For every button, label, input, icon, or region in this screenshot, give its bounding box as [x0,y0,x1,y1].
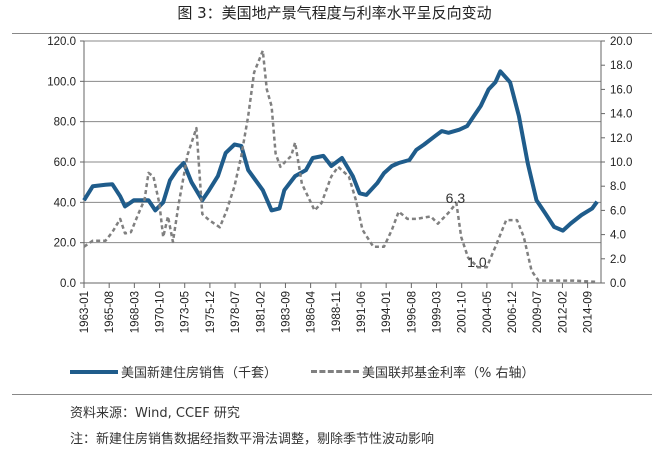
x-tick-label: 1994-01 [381,291,393,333]
x-tick-label: 1970-10 [155,291,167,333]
x-tick-label: 2014-09 [583,291,595,333]
legend-label: 美国新建住房销售（千套） [121,366,278,381]
y-left-tick-label: 60.0 [54,157,76,169]
y-right-tick-label: 10.0 [610,157,632,169]
x-tick-label: 1965-08 [104,291,116,333]
y-right-tick-label: 20.0 [610,36,632,48]
y-left-tick-label: 0.0 [60,278,76,290]
legend-label: 美国联邦基金利率（% 右轴） [362,366,535,381]
y-right-tick-label: 12.0 [610,133,632,145]
legend-item-rate: 美国联邦基金利率（% 右轴） [311,362,535,381]
top-divider [12,33,652,34]
y-right-tick-label: 0.0 [610,278,626,290]
x-tick-label: 2012-02 [557,291,569,333]
x-tick-label: 2001-10 [457,291,469,333]
legend-swatch-solid [70,369,118,374]
y-right-tick-label: 14.0 [610,109,632,121]
x-tick-label: 1975-12 [205,291,217,333]
y-right-tick-label: 16.0 [610,84,632,96]
sales-series-line [82,69,599,233]
x-tick-label: 1996-08 [406,291,418,333]
x-tick-label: 1991-06 [356,291,368,333]
y-right-tick-label: 8.0 [610,181,626,193]
x-tick-label: 1973-05 [180,291,192,333]
x-tick-label: 2009-07 [532,291,544,333]
x-tick-label: 2004-05 [482,291,494,333]
x-tick-label: 2006-12 [507,291,519,333]
x-tick-label: 1963-01 [79,291,91,333]
x-tick-label: 1968-03 [129,291,141,333]
y-right-tick-label: 2.0 [610,254,626,266]
x-tick-label: 1999-03 [432,291,444,333]
x-tick-label: 1983-09 [280,291,292,333]
x-tick-label: 1986-04 [306,290,318,333]
y-right-tick-label: 4.0 [610,230,626,242]
x-tick-label: 1988-11 [331,291,343,332]
rate-series-line [83,49,596,284]
footnote: 注：新建住房销售数据经指数平滑法调整，剔除季节性波动影响 [70,432,435,447]
data-annotation: 6.3 [446,190,466,206]
y-left-tick-label: 100.0 [47,76,76,88]
x-tick-label: 1978-07 [230,291,242,333]
chart-title: 图 3：美国地产景气程度与利率水平呈反向变动 [177,4,492,22]
x-tick-label: 1981-02 [255,291,267,333]
legend-item-sales: 美国新建住房销售（千套） [70,362,277,381]
y-left-tick-label: 120.0 [47,36,76,48]
y-right-tick-label: 18.0 [610,60,632,72]
legend-swatch-dashed [311,370,360,373]
y-left-tick-label: 40.0 [54,197,76,209]
source-note: 资料来源：Wind, CCEF 研究 [70,406,240,421]
y-left-tick-label: 20.0 [54,238,76,250]
y-left-tick-label: 80.0 [54,117,76,129]
y-right-tick-label: 6.0 [610,205,626,217]
legend: 美国新建住房销售（千套） 美国联邦基金利率（% 右轴） [70,362,569,381]
data-annotation: 1.0 [467,254,487,270]
bottom-divider [12,394,652,395]
